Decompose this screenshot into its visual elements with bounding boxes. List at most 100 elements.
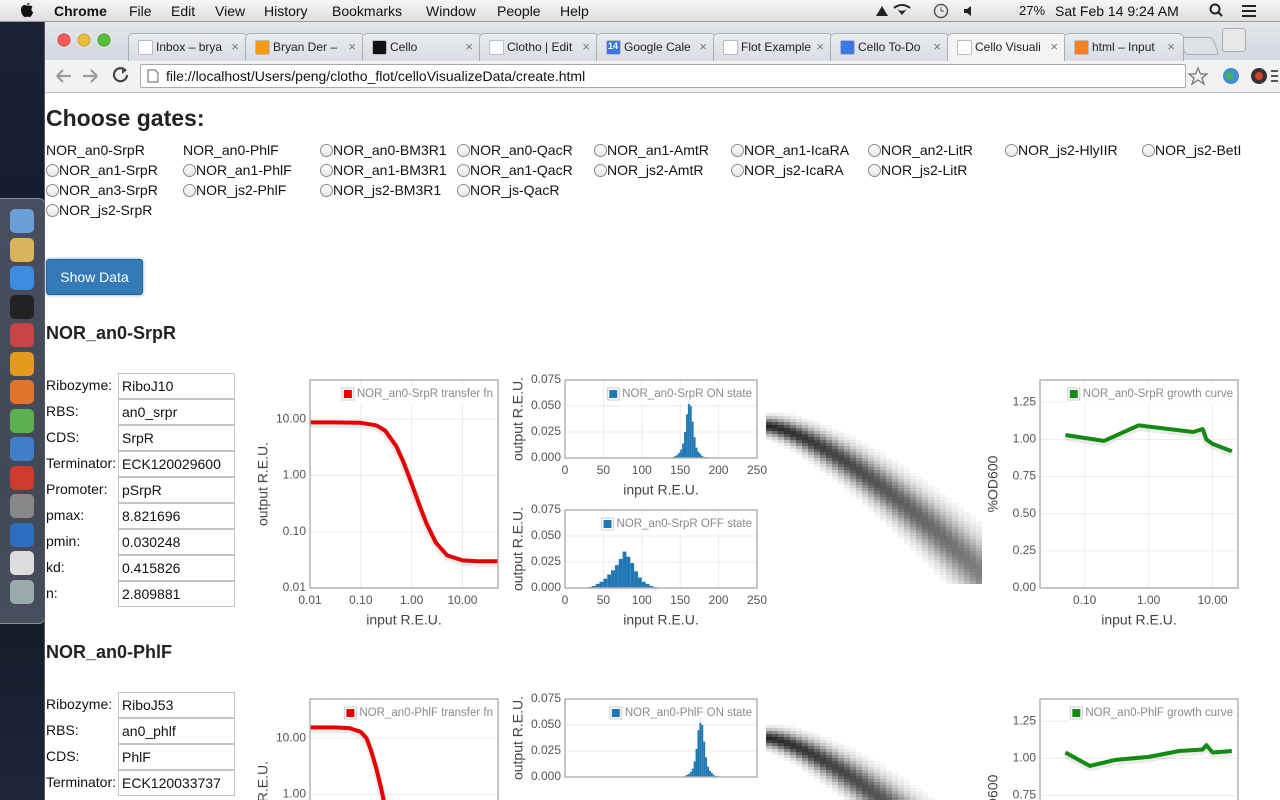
radio-button[interactable] bbox=[46, 204, 59, 217]
param-label: kd: bbox=[46, 559, 65, 575]
dock-icon bbox=[10, 465, 34, 490]
radio-button[interactable] bbox=[320, 144, 333, 157]
url: file://localhost/Users/peng/clotho_flot/… bbox=[166, 68, 586, 84]
param-label: Terminator: bbox=[46, 455, 117, 471]
tab-icon bbox=[723, 40, 738, 55]
status-icons bbox=[876, 3, 971, 19]
gate-option[interactable]: NOR_an0-BM3R1 bbox=[320, 142, 447, 158]
param-label: Promoter: bbox=[46, 481, 108, 497]
tab[interactable]: Cello Visuali × bbox=[947, 33, 1067, 61]
gate-label: NOR_js2-LitR bbox=[881, 162, 968, 178]
tab-close[interactable]: × bbox=[933, 39, 941, 54]
gate-label: NOR_an0-PhlF bbox=[183, 142, 279, 158]
gate-option[interactable]: NOR_js2-LitR bbox=[868, 162, 967, 178]
radio-button[interactable] bbox=[868, 144, 881, 157]
menu-item[interactable]: History bbox=[264, 3, 308, 19]
param-label: RBS: bbox=[46, 722, 79, 738]
gate-option[interactable]: NOR_an1-BM3R1 bbox=[320, 162, 447, 178]
radio-button[interactable] bbox=[46, 164, 59, 177]
radio-button[interactable] bbox=[320, 184, 333, 197]
profile-button[interactable] bbox=[1222, 28, 1246, 52]
dock-icon bbox=[10, 494, 34, 518]
radio-button[interactable] bbox=[731, 164, 744, 177]
menu-item[interactable]: Window bbox=[426, 3, 476, 19]
radio-button[interactable] bbox=[46, 184, 59, 197]
gate-option[interactable]: NOR_an0-SrpR bbox=[46, 142, 145, 158]
radio-button[interactable] bbox=[1142, 144, 1155, 157]
gate-option[interactable]: NOR_an1-AmtR bbox=[594, 142, 709, 158]
menu-item[interactable]: Help bbox=[560, 3, 589, 19]
apple-logo[interactable] bbox=[19, 2, 35, 19]
gate-option[interactable]: NOR_js2-SrpR bbox=[46, 202, 152, 218]
gate-label: NOR_an1-BM3R1 bbox=[333, 162, 447, 178]
spotlight-and-list[interactable] bbox=[1208, 3, 1274, 19]
gate-option[interactable]: NOR_js2-AmtR bbox=[594, 162, 703, 178]
tab[interactable]: Flot Example × bbox=[713, 33, 833, 61]
tab[interactable]: 14 Google Cale × bbox=[596, 33, 716, 61]
toolbar-icons[interactable] bbox=[1188, 66, 1278, 86]
gate-option[interactable]: NOR_an0-QacR bbox=[457, 142, 573, 158]
dock-icon bbox=[10, 237, 34, 262]
gate-option[interactable]: NOR_an1-QacR bbox=[457, 162, 573, 178]
app-menu[interactable]: Chrome bbox=[54, 3, 107, 19]
address-bar[interactable]: file://localhost/Users/peng/clotho_flot/… bbox=[140, 64, 1186, 88]
nav-buttons[interactable] bbox=[53, 66, 138, 86]
dock-icon bbox=[10, 266, 34, 290]
param-label: CDS: bbox=[46, 748, 80, 764]
tab-close[interactable]: × bbox=[348, 39, 356, 54]
tab[interactable]: Bryan Der – × bbox=[245, 33, 365, 61]
radio-button[interactable] bbox=[457, 184, 470, 197]
gate-option[interactable]: NOR_js2-HlyIIR bbox=[1005, 142, 1118, 158]
gate-option[interactable]: NOR_js-QacR bbox=[457, 182, 559, 198]
tab-close[interactable]: × bbox=[231, 39, 239, 54]
tab[interactable]: Clotho | Edit × bbox=[479, 33, 599, 61]
new-tab[interactable] bbox=[1178, 37, 1220, 55]
gate-label: NOR_js2-BetI bbox=[1155, 142, 1242, 158]
radio-button[interactable] bbox=[731, 144, 744, 157]
gate-option[interactable]: NOR_an3-SrpR bbox=[46, 182, 158, 198]
menu-item[interactable]: People bbox=[497, 3, 541, 19]
tab-close[interactable]: × bbox=[1167, 39, 1175, 54]
gate-option[interactable]: NOR_an1-IcaRA bbox=[731, 142, 849, 158]
tab-close[interactable]: × bbox=[582, 39, 590, 54]
gate-option[interactable]: NOR_js2-IcaRA bbox=[731, 162, 844, 178]
tab-close[interactable]: × bbox=[699, 39, 707, 54]
menu-item[interactable]: Bookmarks bbox=[332, 3, 403, 19]
gate-option[interactable]: NOR_js2-BetI bbox=[1142, 142, 1241, 158]
tab[interactable]: html – Input × bbox=[1064, 33, 1184, 61]
tab-close[interactable]: × bbox=[465, 39, 473, 54]
dock bbox=[0, 198, 45, 624]
gate-option[interactable]: NOR_js2-PhlF bbox=[183, 182, 286, 198]
radio-button[interactable] bbox=[1005, 144, 1018, 157]
gate-option[interactable]: NOR_js2-BM3R1 bbox=[320, 182, 441, 198]
radio-button[interactable] bbox=[868, 164, 881, 177]
param-value: pSrpR bbox=[118, 477, 235, 503]
tab-close[interactable]: × bbox=[816, 39, 824, 54]
tab[interactable]: Cello To-Do × bbox=[830, 33, 950, 61]
tab[interactable]: Inbox – brya × bbox=[128, 33, 248, 61]
tab-close[interactable]: × bbox=[1050, 39, 1058, 54]
radio-button[interactable] bbox=[594, 164, 607, 177]
menu-item[interactable]: File bbox=[129, 3, 152, 19]
radio-button[interactable] bbox=[183, 164, 196, 177]
window-controls[interactable] bbox=[57, 33, 117, 47]
tab[interactable]: Cello × bbox=[362, 33, 482, 61]
tab-title: Cello Visuali bbox=[975, 40, 1041, 54]
radio-button[interactable] bbox=[183, 184, 196, 197]
radio-button[interactable] bbox=[320, 164, 333, 177]
clock[interactable]: Sat Feb 14 9:24 AM bbox=[1055, 3, 1179, 19]
gate-option[interactable]: NOR_an2-LitR bbox=[868, 142, 973, 158]
show-data-button[interactable]: Show Data bbox=[46, 259, 143, 295]
gate-option[interactable]: NOR_an0-PhlF bbox=[183, 142, 279, 158]
gate-title: NOR_an0-PhlF bbox=[46, 642, 173, 662]
battery-percent: 27% bbox=[1019, 3, 1046, 18]
gate-option[interactable]: NOR_an1-SrpR bbox=[46, 162, 158, 178]
gate-option[interactable]: NOR_an1-PhlF bbox=[183, 162, 292, 178]
menu-item[interactable]: View bbox=[215, 3, 246, 19]
radio-button[interactable] bbox=[457, 144, 470, 157]
menu-item[interactable]: Edit bbox=[171, 3, 196, 19]
radio-button[interactable] bbox=[457, 164, 470, 177]
radio-button[interactable] bbox=[594, 144, 607, 157]
tab-icon bbox=[255, 40, 270, 55]
